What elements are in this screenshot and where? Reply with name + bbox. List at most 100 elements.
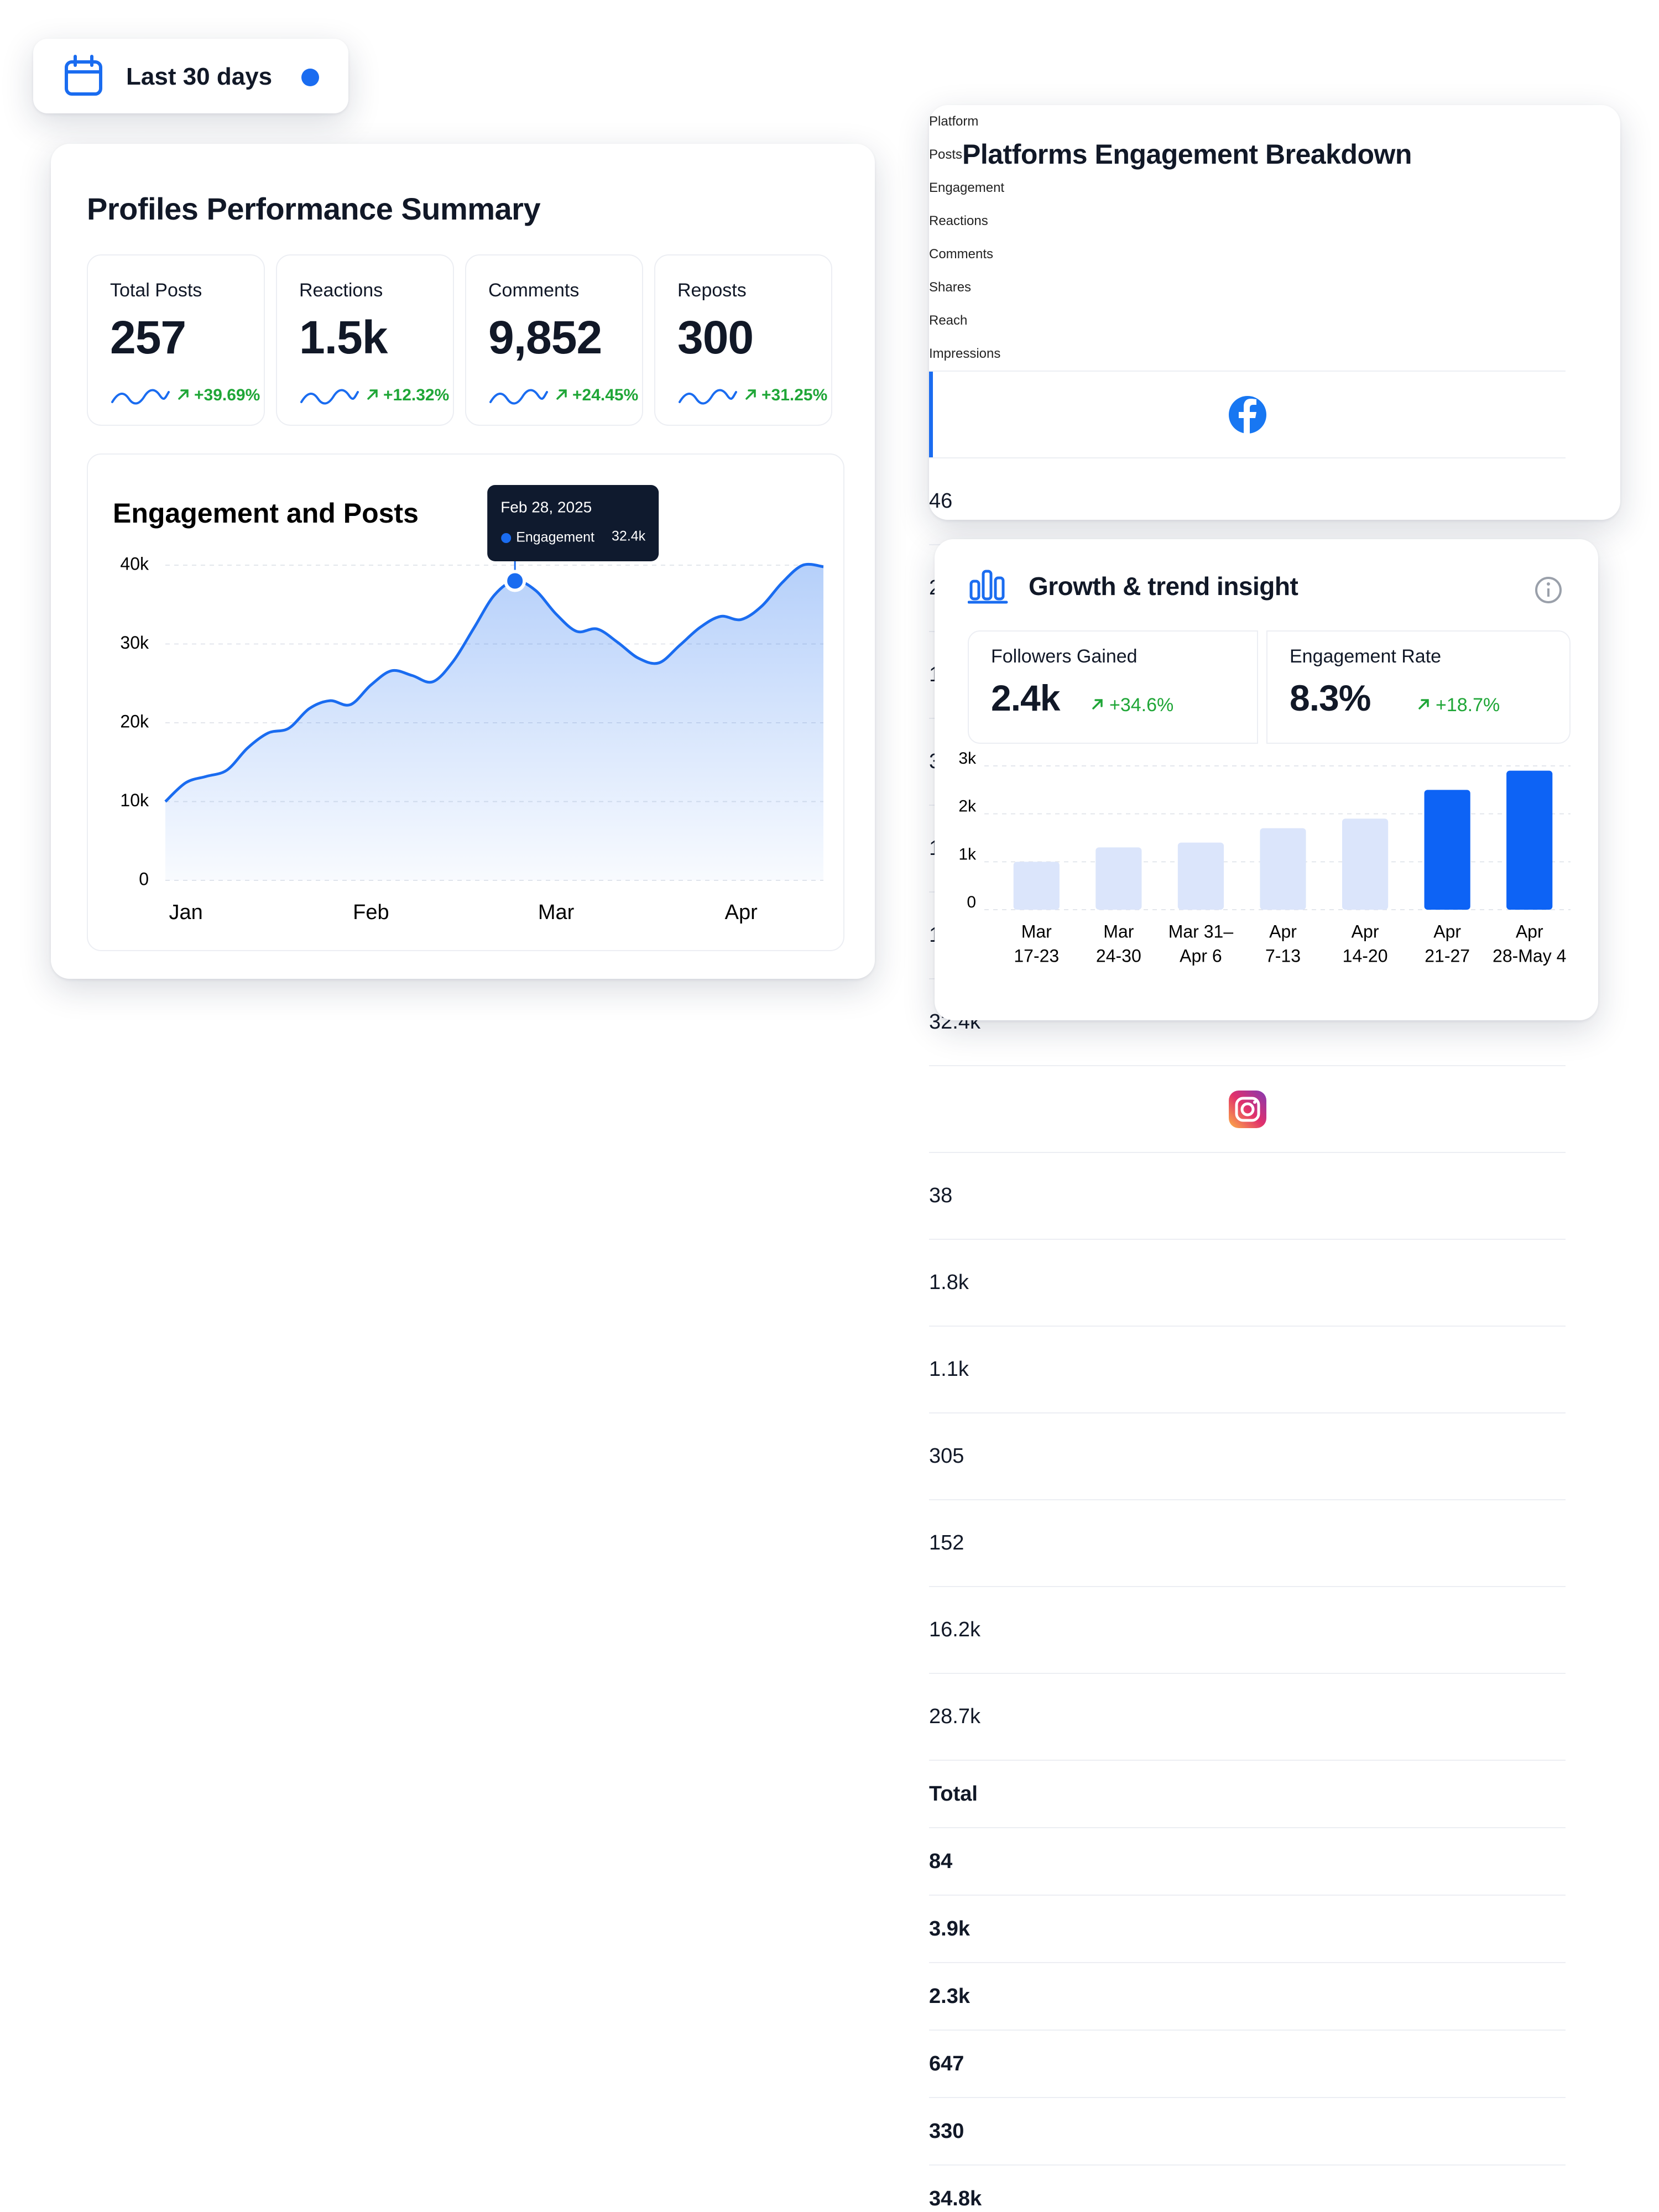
y-tick-label: 3k: [958, 749, 977, 768]
arrow-shape: [745, 389, 756, 400]
platform-cell: [929, 371, 1566, 457]
tooltip-value: 32.4k: [612, 529, 646, 544]
bar-chart: 0 1k 2k 3k Mar 17-23 Mar 24-30 Mar 31– Apr 6 Apr 7-…: [958, 749, 1571, 966]
calendar-icon: [65, 55, 102, 96]
table-cell: 1.1k: [929, 1326, 1566, 1412]
arrow-shape: [367, 389, 378, 400]
facebook-icon: [1228, 395, 1266, 434]
total-cell: 3.9k: [929, 1895, 1566, 1962]
bar: [1342, 818, 1389, 910]
table-cell: 305: [929, 1412, 1566, 1499]
growth-kpi: Followers Gained 2.4k +34.6%: [968, 630, 1258, 744]
tooltip-name: Engagement: [516, 530, 594, 545]
column-header: Engagement: [929, 180, 1005, 195]
column-header: Impressions: [929, 346, 1001, 361]
sparkline: [489, 389, 548, 405]
arrow-shape: [556, 389, 567, 400]
total-cell: 647: [929, 2030, 1566, 2097]
x-tick-label: Apr: [1516, 921, 1543, 941]
x-tick-label: Feb: [353, 901, 389, 924]
column-header: Comments: [929, 247, 994, 262]
kpi-change: +39.69%: [194, 386, 260, 404]
bar-icon: [968, 570, 1008, 604]
growth-kpi-label: Engagement Rate: [1290, 646, 1442, 667]
growth-kpi-label: Followers Gained: [991, 646, 1138, 667]
arrow-shape: [1092, 699, 1103, 709]
bar: [1506, 770, 1553, 910]
x-tick-label: 24-30: [1096, 946, 1141, 966]
x-tick-label: 21-27: [1425, 946, 1470, 966]
kpi-value: 300: [677, 311, 754, 363]
tooltip-box: [487, 485, 659, 561]
kpi-value: 1.5k: [299, 311, 388, 363]
growth-card: Growth & trend insight 0 1k 2k 3k Mar 17-23 Ma…: [935, 539, 1598, 1020]
trend-arrow: [1092, 699, 1103, 709]
tooltip-point: [504, 570, 526, 592]
x-tick-label: 7-13: [1265, 946, 1301, 966]
total-cell: 2.3k: [929, 1962, 1566, 2030]
column-header: Reactions: [929, 213, 988, 228]
trend-arrow: [367, 389, 378, 400]
info-icon[interactable]: [1532, 573, 1565, 607]
table-cell: 16.2k: [929, 1586, 1566, 1673]
bar: [1177, 842, 1224, 910]
kpi-change: +31.25%: [761, 386, 828, 404]
kpi-card: Reactions 1.5k +12.32%: [276, 254, 454, 426]
column-header: Shares: [929, 280, 972, 295]
x-tick-label: Mar 31–: [1168, 921, 1234, 941]
growth-title: Growth & trend insight: [1029, 572, 1298, 601]
x-tick-label: Apr: [1269, 921, 1297, 941]
x-tick-label: Apr: [1352, 921, 1379, 941]
sparkline-path: [679, 389, 737, 405]
sparkline: [111, 389, 170, 405]
x-tick-label: 14-20: [1343, 946, 1388, 966]
status-dot: [301, 69, 319, 86]
table-card: Platforms Engagement Breakdown Platform P…: [929, 105, 1620, 2210]
date-filter[interactable]: Last 30 days: [33, 39, 348, 113]
y-tick-label: 2k: [958, 797, 977, 816]
table-cell: 1.8k: [929, 1239, 1566, 1326]
x-tick-label: 28-May 4: [1493, 946, 1566, 966]
table-title: Platforms Engagement Breakdown: [962, 139, 1412, 170]
arrow-shape: [1418, 699, 1429, 709]
line-chart: Engagement and Posts 0 10k 20k 30k 40k Jan Feb M…: [113, 485, 824, 924]
trend-arrow: [1418, 699, 1429, 709]
summary-card: Profiles Performance Summary Engagement …: [51, 144, 875, 979]
trend-arrow: [745, 389, 756, 400]
column-header: Reach: [929, 313, 968, 328]
y-tick-label: 10k: [120, 790, 149, 810]
line-series: [164, 562, 824, 803]
page: Last 30 days Profiles Performance Summar…: [33, 39, 1620, 2210]
kpi-card: Reposts 300 +31.25%: [654, 254, 832, 426]
tooltip-date: Feb 28, 2025: [500, 498, 592, 515]
column-header: Posts: [929, 147, 963, 162]
growth-kpi: Engagement Rate 8.3% +18.7%: [1266, 630, 1571, 744]
sparkline-path: [489, 389, 548, 405]
growth-kpi-value: 8.3%: [1290, 677, 1371, 718]
kpi-change: +12.32%: [383, 386, 450, 404]
y-tick-label: 20k: [120, 711, 149, 731]
y-tick-label: 40k: [120, 554, 149, 573]
table-grid: Platform Posts Engagement Reactions Comments…: [929, 105, 1566, 2212]
sparkline: [679, 389, 737, 405]
kpi-label: Comments: [488, 280, 580, 301]
x-tick-label: Mar: [538, 901, 575, 924]
sparkline-path: [111, 389, 170, 405]
instagram-icon: [1228, 1090, 1266, 1128]
tooltip-dot: [501, 533, 512, 543]
table-cell: 38: [929, 1152, 1566, 1239]
platform-cell: [929, 1065, 1566, 1152]
date-filter-label: Last 30 days: [126, 63, 273, 90]
x-tick-label: Apr 6: [1180, 946, 1222, 966]
chart-title: Engagement and Posts: [113, 498, 419, 529]
total-label: Total: [929, 1760, 1566, 1827]
kpi-value: 9,852: [488, 311, 602, 363]
x-tick-label: Mar: [1103, 921, 1134, 941]
kpi-label: Reactions: [299, 280, 383, 301]
total-cell: 34.8k: [929, 2164, 1566, 2212]
x-tick-label: Jan: [169, 901, 203, 924]
area-fill: [165, 564, 823, 880]
y-tick-label: 30k: [120, 633, 149, 653]
x-tick-label: Apr: [1433, 921, 1461, 941]
bar: [1260, 828, 1306, 910]
